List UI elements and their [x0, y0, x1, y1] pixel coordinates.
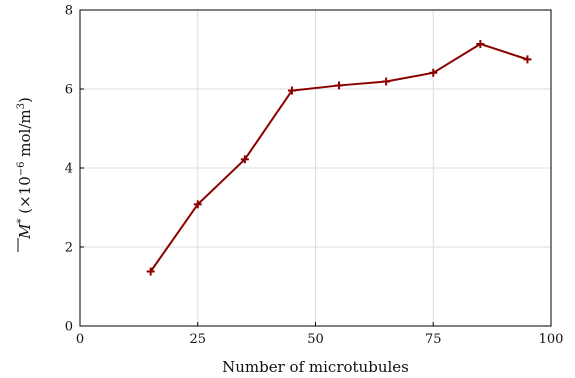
x-axis-label: Number of microtubules: [222, 358, 409, 376]
axis-ticks: 0 25 50 75 100 0 2 4 6 8: [65, 4, 564, 348]
data-point-marker: [476, 39, 485, 48]
y-tick-label: 8: [65, 4, 73, 19]
y-axis-label-unit: mol/m: [16, 109, 34, 161]
data-point-marker: [429, 68, 438, 77]
x-tick-label: 50: [307, 332, 324, 347]
y-tick-label: 4: [65, 162, 73, 177]
svg-text:M* (×10−6 mol/m3): M* (×10−6 mol/m3): [16, 97, 34, 240]
y-tick-label: 6: [65, 83, 73, 98]
x-tick-label: 100: [539, 332, 564, 347]
data-point-marker: [146, 267, 155, 276]
y-axis-label-unit-exponent: 3: [16, 103, 27, 109]
grid-lines: [80, 10, 551, 326]
y-axis-label: M* (×10−6 mol/m3): [16, 97, 34, 252]
y-tick-label: 2: [65, 241, 73, 256]
data-point-marker: [382, 77, 391, 86]
data-point-marker: [240, 155, 249, 164]
y-axis-label-suffix: ): [16, 97, 34, 103]
y-axis-label-exponent: −6: [16, 161, 27, 176]
data-point-marker: [335, 81, 344, 90]
data-point-marker: [523, 55, 532, 64]
y-axis-label-symbol: M: [16, 223, 34, 240]
y-tick-label: 0: [65, 320, 73, 335]
x-tick-label: 25: [189, 332, 206, 347]
data-point-marker: [287, 86, 296, 95]
series-line: [149, 42, 528, 273]
data-point-marker: [193, 200, 202, 209]
x-tick-label: 75: [425, 332, 442, 347]
series-layer: [146, 39, 532, 276]
x-tick-label: 0: [76, 332, 84, 347]
y-axis-label-star: *: [16, 219, 27, 224]
y-axis-label-prefix: (×10: [16, 176, 34, 218]
